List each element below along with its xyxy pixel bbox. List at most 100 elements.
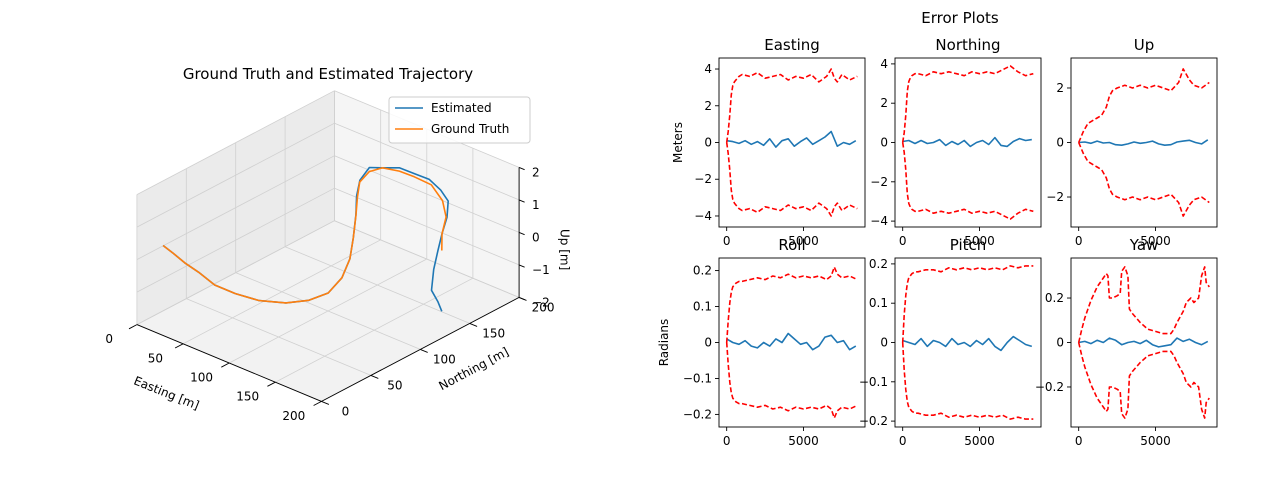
x-tick-label: 200 <box>282 409 305 423</box>
error-plot-title: Easting <box>764 36 820 54</box>
y-tick-label: 0 <box>880 336 888 350</box>
y-tick-label: −2 <box>694 172 712 186</box>
x-tick-label: 100 <box>190 371 213 385</box>
y-tick-label: 2 <box>880 96 888 110</box>
back-wall-gridline <box>334 155 520 233</box>
y-tick-label: 0 <box>1056 336 1064 350</box>
trajectory-line-ground-truth <box>162 167 447 304</box>
x-tick-mark <box>267 381 276 387</box>
z-tick-label: −2 <box>532 296 550 310</box>
y-tick-mark <box>321 400 330 405</box>
y-tick-label: −2 <box>870 175 888 189</box>
left-wall-gridline <box>136 220 335 325</box>
error-plot-title: Northing <box>935 36 1000 54</box>
upper-bound-line <box>1077 266 1210 343</box>
error-plots-grid: 4 2 0 −2 −4 0 5000 Easting Meters 4 2 0 −2 −4 0 5000 Nor… <box>657 36 1218 448</box>
upper-bound-line <box>1077 68 1210 143</box>
y-tick-label: 0.2 <box>693 264 712 278</box>
error-plot-easting: 4 2 0 −2 −4 0 5000 Easting Meters <box>671 36 866 248</box>
y-tick-label: 0 <box>342 404 350 418</box>
error-plot-up: 2 0 −2 0 5000 Up <box>1046 36 1218 248</box>
y-tick-label: 0 <box>704 136 712 150</box>
x-tick-label: 0 <box>1075 434 1083 448</box>
y-tick-label: 0 <box>1056 136 1064 150</box>
x-tick-label: 0 <box>899 234 907 248</box>
y-tick-label: 100 <box>433 352 456 366</box>
back-wall-gridline <box>334 122 520 201</box>
y-tick-label: −4 <box>694 209 712 223</box>
x-tick-label: 5000 <box>964 234 995 248</box>
legend-entry: Ground Truth <box>431 122 509 136</box>
y-tick-label: −0.2 <box>859 414 888 428</box>
z-tick-mark <box>518 199 525 203</box>
y-tick-label: 2 <box>704 99 712 113</box>
x-tick-mark <box>128 324 138 330</box>
y-tick-label: 2 <box>1056 81 1064 95</box>
y-tick-label: −0.2 <box>683 407 712 421</box>
left-wall-gridline <box>136 90 335 195</box>
y-tick-label: 0.1 <box>693 300 712 314</box>
error-plot-ylabel: Meters <box>671 122 685 163</box>
y-tick-label: 0.1 <box>869 296 888 310</box>
x-tick-label: 150 <box>236 390 259 404</box>
lower-bound-line <box>901 342 1034 420</box>
y-tick-mark <box>469 322 478 327</box>
z-tick-mark <box>518 296 525 301</box>
x-tick-label: 0 <box>723 234 731 248</box>
x-tick-label: 0 <box>105 332 113 346</box>
x-tick-label: 50 <box>148 351 163 365</box>
x-tick-label: 0 <box>1075 234 1083 248</box>
trajectory-legend: Estimated Ground Truth <box>388 96 531 144</box>
error-plot-title: Pitch <box>950 236 987 254</box>
error-line <box>726 130 857 148</box>
floor-gridline <box>186 298 372 376</box>
error-plot-title: Roll <box>778 236 805 254</box>
y-tick-label: −0.1 <box>683 371 712 385</box>
legend-frame <box>388 96 531 144</box>
y-tick-label: 4 <box>704 62 712 76</box>
y-tick-label: 0.2 <box>869 257 888 271</box>
z-tick-label: 0 <box>532 231 540 245</box>
z-tick-mark <box>518 231 525 236</box>
legend-entry: Estimated <box>431 101 492 115</box>
upper-bound-line <box>725 266 858 343</box>
upper-bound-line <box>901 65 1034 143</box>
z-tick-mark <box>518 264 525 268</box>
left-wall-gridline <box>136 187 335 293</box>
error-plot-ylabel: Radians <box>657 319 671 367</box>
y-tick-label: 0.2 <box>1045 291 1064 305</box>
lower-bound-line <box>1077 142 1210 217</box>
error-line <box>902 136 1032 148</box>
lower-bound-line <box>1077 342 1210 419</box>
x-tick-label: 5000 <box>788 434 819 448</box>
error-line <box>726 332 857 351</box>
y-tick-label: 0 <box>704 336 712 350</box>
z-axis-title: Up [m] <box>558 229 572 270</box>
x-tick-mark <box>221 362 230 368</box>
z-tick-label: −1 <box>532 263 550 277</box>
floor-gridline <box>235 272 421 350</box>
lower-bound-line <box>725 142 858 217</box>
error-line <box>902 335 1033 352</box>
y-tick-label: 0 <box>880 136 888 150</box>
y-tick-label: −0.1 <box>859 375 888 389</box>
y-tick-label: −4 <box>870 214 888 228</box>
upper-bound-line <box>901 265 1034 343</box>
error-plot-title: Up <box>1134 36 1155 54</box>
error-line <box>1078 337 1209 348</box>
x-tick-label: 0 <box>899 434 907 448</box>
back-wall-gridline <box>334 187 520 266</box>
y-tick-label: 200 <box>532 300 555 314</box>
y-tick-label: −0.2 <box>1035 380 1064 394</box>
x-tick-mark <box>174 343 184 349</box>
y-tick-label: 4 <box>880 57 888 71</box>
z-tick-mark <box>518 166 525 171</box>
x-tick-label: 5000 <box>1140 434 1171 448</box>
floor-gridline <box>284 246 470 324</box>
upper-bound-line <box>725 68 858 143</box>
error-plot-title: Yaw <box>1129 236 1159 254</box>
error-plot-yaw: 0.2 0 −0.2 0 5000 Yaw <box>1035 236 1218 448</box>
y-tick-label: −2 <box>1046 190 1064 204</box>
